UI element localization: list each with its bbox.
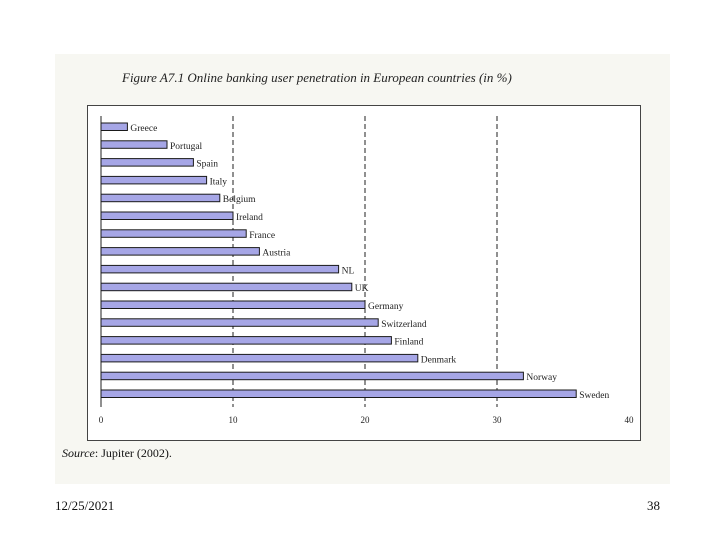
source-text: : Jupiter (2002). — [94, 446, 172, 460]
x-tick-label-10: 10 — [229, 415, 239, 425]
bar-germany — [100, 300, 366, 309]
page-number: 38 — [647, 498, 660, 513]
bar-spain — [100, 158, 194, 167]
chart-area: Greece Portugal Spain Italy Belgium Ireland Fr… — [87, 105, 641, 441]
bar-label-belgium: Belgium — [223, 195, 256, 205]
bar-label-norway: Norway — [526, 373, 557, 383]
bar-label-greece: Greece — [130, 124, 157, 134]
bar-label-sweden: Sweden — [579, 391, 609, 401]
bar-switzerland — [100, 318, 379, 327]
bar-label-austria: Austria — [262, 249, 291, 259]
x-tick-label-20: 20 — [361, 415, 371, 425]
x-tick-label-0: 0 — [99, 415, 104, 425]
bar-norway — [100, 371, 524, 381]
x-tick-label-30: 30 — [493, 415, 503, 425]
chart-title: Figure A7.1 Online banking user penetrat… — [122, 70, 512, 85]
source-note: Source: Jupiter (2002). — [62, 446, 172, 461]
bar-austria — [100, 247, 260, 256]
bar-portugal — [100, 140, 168, 149]
bar-nl — [100, 264, 340, 274]
bar-label-switzerland: Switzerland — [381, 320, 427, 330]
bar-italy — [100, 175, 208, 185]
bar-label-ireland: Ireland — [236, 213, 263, 223]
bar-label-uk: UK — [355, 284, 369, 294]
bar-label-nl: NL — [342, 266, 355, 276]
bar-label-italy: Italy — [210, 177, 228, 187]
bar-finland — [100, 336, 392, 345]
bar-belgium — [100, 193, 221, 203]
bar-france — [100, 229, 247, 238]
bar-chart: Greece Portugal Spain Italy Belgium Ireland Fr… — [99, 116, 635, 425]
footer-date: 12/25/2021 — [55, 498, 115, 513]
x-tick-label-40: 40 — [625, 415, 635, 425]
bar-ireland — [100, 211, 234, 220]
bar-label-portugal: Portugal — [170, 142, 203, 152]
source-label: Source — [62, 446, 95, 460]
bar-label-denmark: Denmark — [421, 355, 457, 365]
bar-label-spain: Spain — [196, 160, 218, 170]
bar-uk — [100, 282, 353, 292]
bar-label-france: France — [249, 231, 275, 241]
bar-denmark — [100, 353, 419, 363]
bar-sweden — [100, 389, 577, 398]
bar-greece — [100, 122, 128, 131]
bar-label-finland: Finland — [394, 338, 423, 348]
bar-label-germany: Germany — [368, 302, 404, 312]
